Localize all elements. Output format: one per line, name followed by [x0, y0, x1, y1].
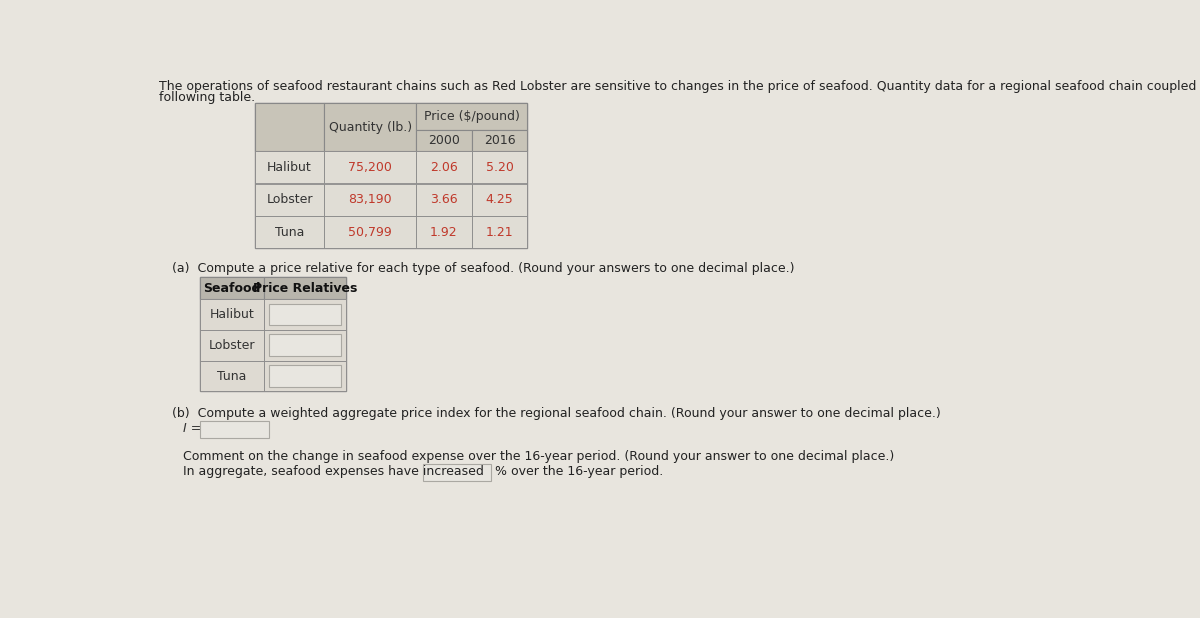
Text: Quantity (lb.): Quantity (lb.): [329, 121, 412, 133]
Bar: [416, 151, 472, 184]
Text: 1.92: 1.92: [430, 226, 457, 239]
Bar: [200, 330, 264, 360]
Text: Lobster: Lobster: [209, 339, 256, 352]
Text: In aggregate, seafood expenses have increased: In aggregate, seafood expenses have incr…: [182, 465, 484, 478]
Bar: [254, 103, 528, 248]
Text: (b)  Compute a weighted aggregate price index for the regional seafood chain. (R: (b) Compute a weighted aggregate price i…: [172, 407, 941, 420]
Text: Lobster: Lobster: [266, 193, 313, 206]
Bar: [472, 216, 528, 248]
Text: 83,190: 83,190: [348, 193, 392, 206]
Text: 2.06: 2.06: [430, 161, 457, 174]
Text: 75,200: 75,200: [348, 161, 392, 174]
Bar: [472, 184, 528, 216]
Bar: [269, 365, 342, 387]
Bar: [264, 299, 346, 330]
Text: 3.66: 3.66: [430, 193, 457, 206]
Text: Halibut: Halibut: [268, 161, 312, 174]
Text: following table.: following table.: [160, 91, 256, 104]
Bar: [324, 216, 416, 248]
Bar: [324, 184, 416, 216]
Text: 2016: 2016: [484, 134, 515, 147]
Text: Comment on the change in seafood expense over the 16-year period. (Round your an: Comment on the change in seafood expense…: [182, 450, 894, 463]
Bar: [199, 421, 269, 438]
Bar: [416, 130, 472, 151]
Text: Seafood: Seafood: [204, 282, 260, 295]
Bar: [416, 184, 472, 216]
Bar: [324, 103, 416, 151]
Bar: [200, 360, 264, 391]
Text: (a)  Compute a price relative for each type of seafood. (Round your answers to o: (a) Compute a price relative for each ty…: [172, 262, 794, 275]
Text: Price ($/pound): Price ($/pound): [424, 110, 520, 123]
Bar: [269, 334, 342, 356]
Bar: [264, 360, 346, 391]
Bar: [264, 277, 346, 299]
Bar: [254, 216, 324, 248]
Text: Tuna: Tuna: [275, 226, 304, 239]
Bar: [254, 151, 324, 184]
Bar: [200, 277, 264, 299]
Text: 5.20: 5.20: [486, 161, 514, 174]
Bar: [254, 184, 324, 216]
Text: 2000: 2000: [427, 134, 460, 147]
Text: Halibut: Halibut: [210, 308, 254, 321]
Text: Price Relatives: Price Relatives: [253, 282, 358, 295]
Bar: [416, 103, 528, 130]
Text: I =: I =: [182, 422, 200, 435]
Bar: [324, 151, 416, 184]
Bar: [200, 299, 264, 330]
Text: Tuna: Tuna: [217, 370, 247, 383]
Text: 4.25: 4.25: [486, 193, 514, 206]
Bar: [422, 464, 491, 481]
Bar: [269, 303, 342, 325]
Bar: [472, 130, 528, 151]
Text: The operations of seafood restaurant chains such as Red Lobster are sensitive to: The operations of seafood restaurant cha…: [160, 80, 1200, 93]
Text: % over the 16-year period.: % over the 16-year period.: [494, 465, 664, 478]
Bar: [472, 151, 528, 184]
Bar: [200, 277, 346, 391]
Text: 50,799: 50,799: [348, 226, 392, 239]
Bar: [254, 103, 324, 151]
Bar: [264, 330, 346, 360]
Bar: [416, 216, 472, 248]
Text: 1.21: 1.21: [486, 226, 514, 239]
